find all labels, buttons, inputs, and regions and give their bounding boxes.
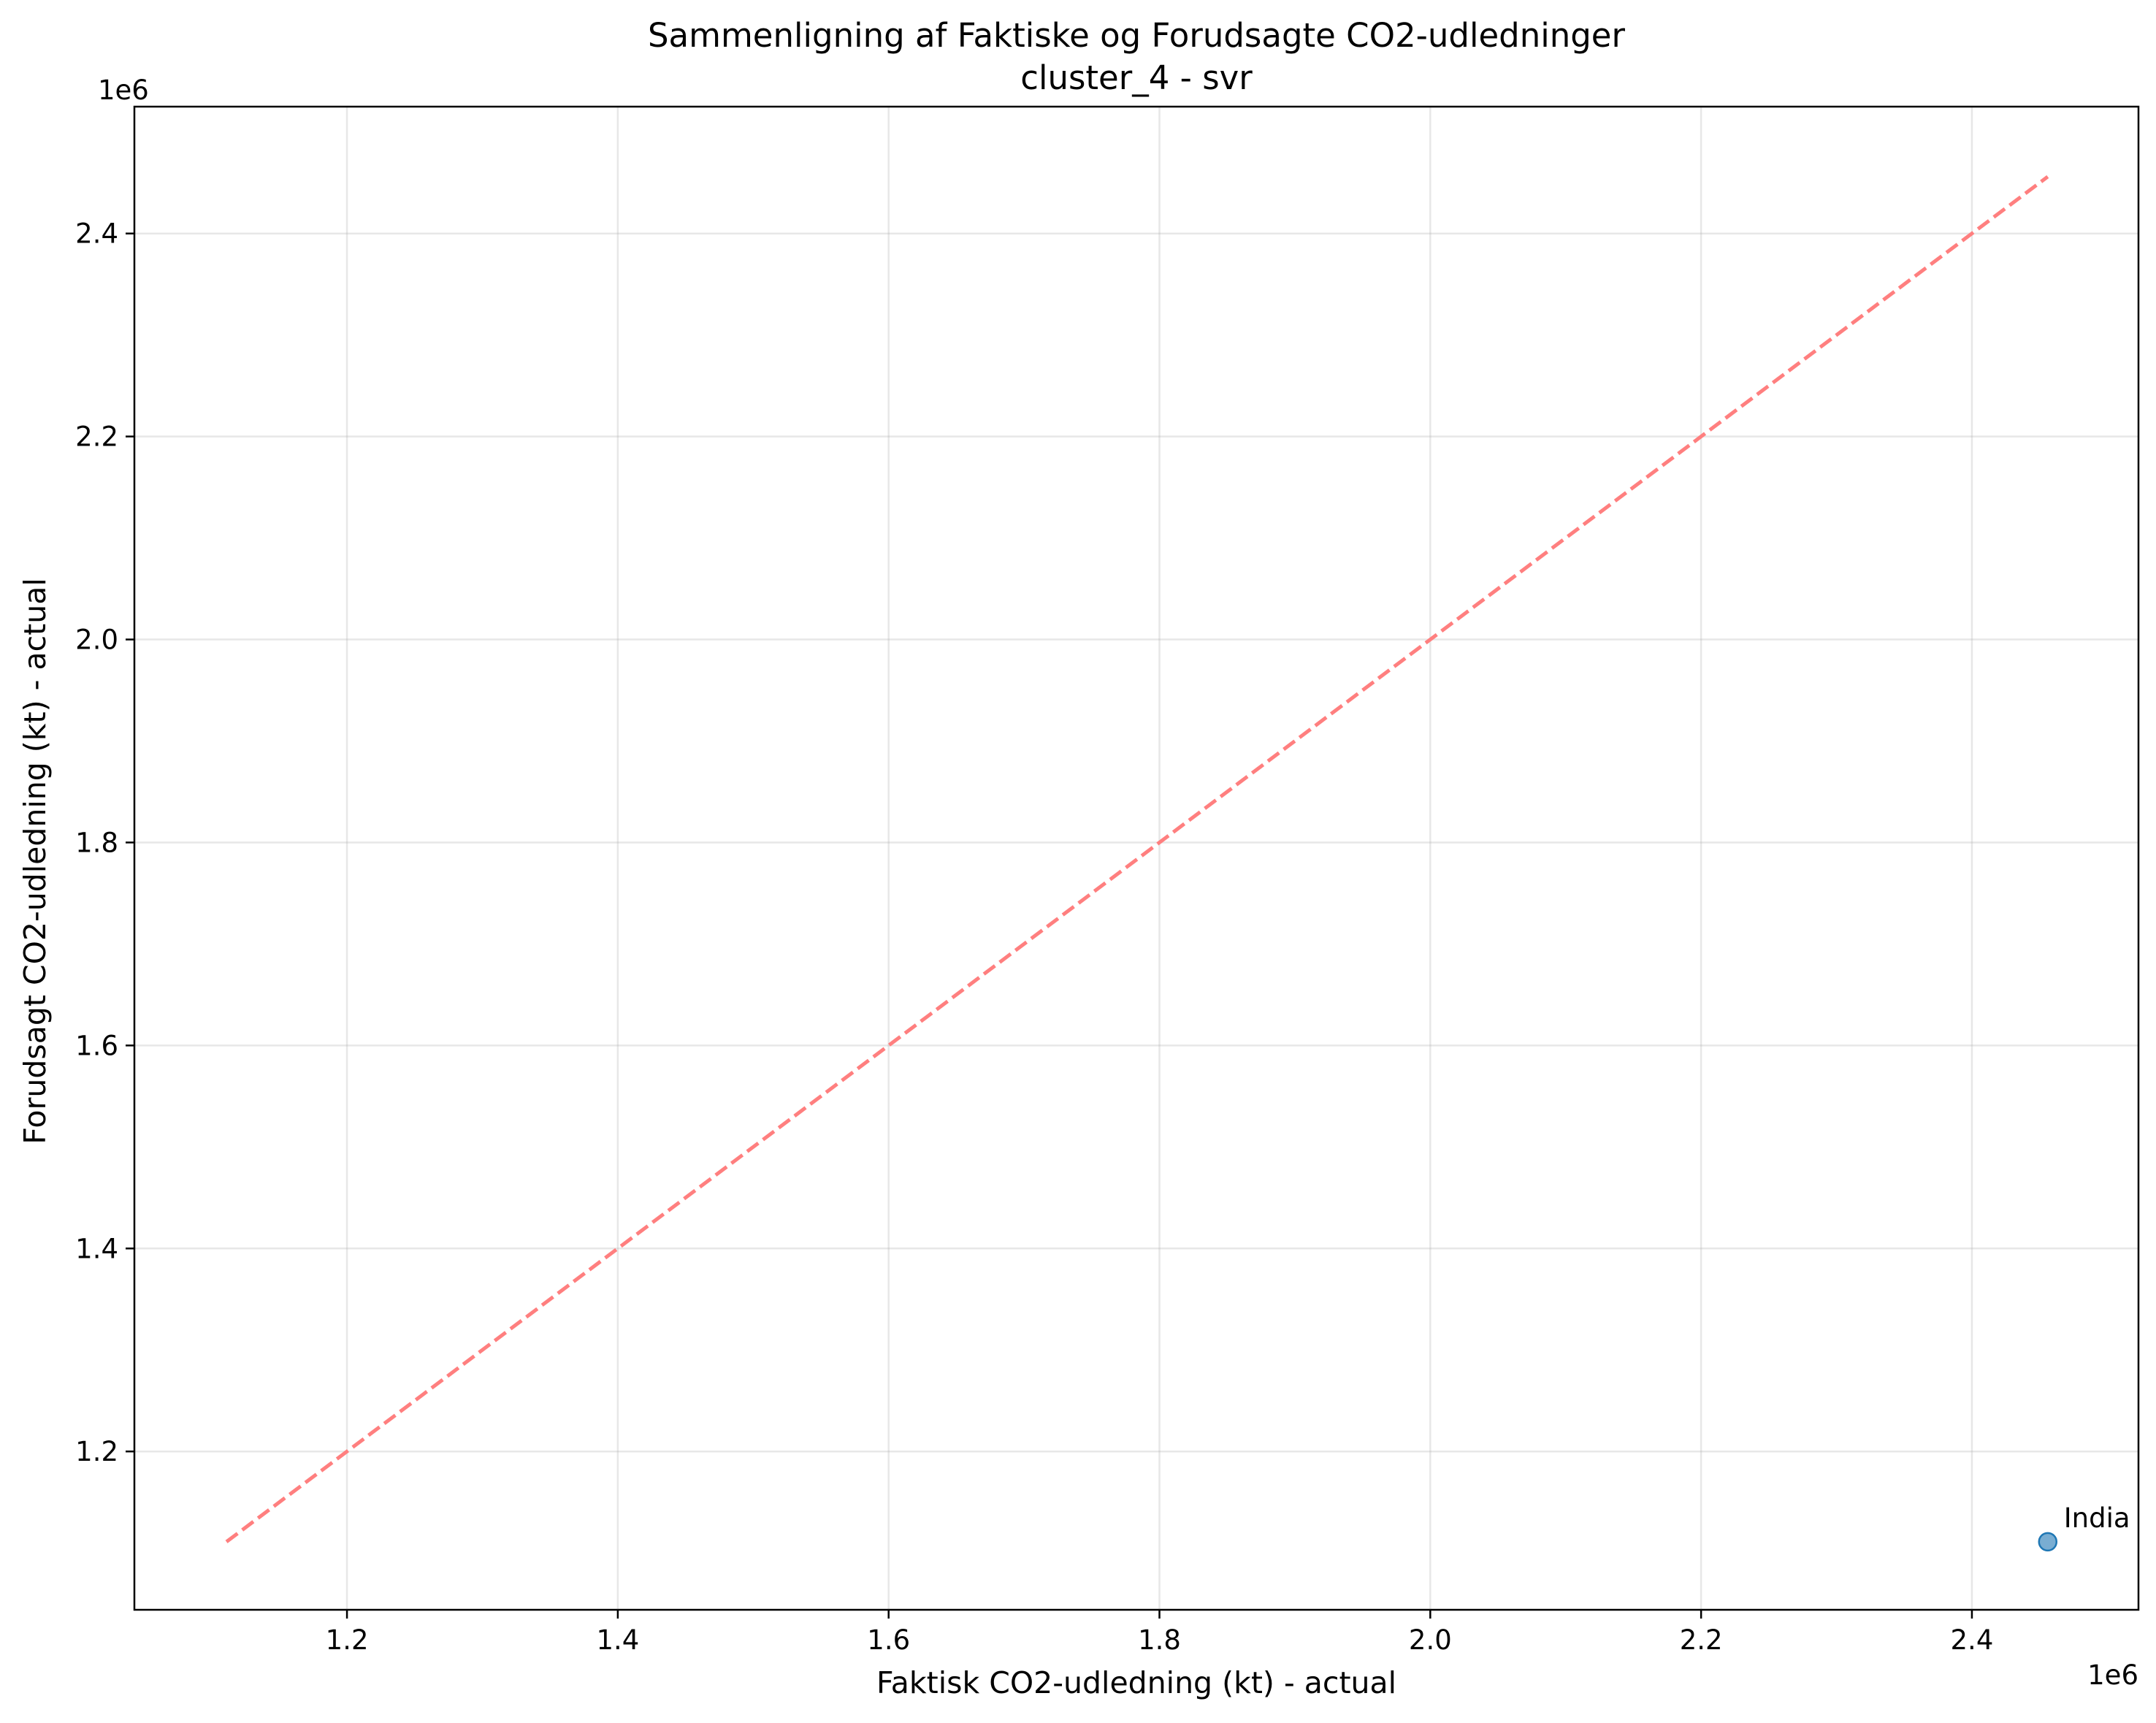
perfect-prediction-line: [225, 175, 2049, 1543]
x-tick-label: 1.6: [867, 1624, 910, 1656]
y-tick-label: 2.4: [75, 218, 118, 250]
chart-title: Sammenligning af Faktiske og Forudsagte …: [648, 16, 1626, 55]
y-tick-label: 1.4: [75, 1233, 118, 1264]
x-tick-label: 1.2: [326, 1624, 369, 1656]
x-tick-label: 2.4: [1951, 1624, 1994, 1656]
y-axis-offset-label: 1e6: [98, 75, 149, 106]
y-tick-label: 2.0: [75, 624, 118, 656]
data-points: India: [2038, 1502, 2130, 1552]
y-tick-label: 2.2: [75, 421, 118, 453]
y-tick-label: 1.6: [75, 1030, 118, 1061]
y-axis-label: Forudsagt CO2-udledning (kt) - actual: [18, 578, 53, 1144]
chart-subtitle: cluster_4 - svr: [1020, 58, 1253, 97]
axis-ticks: 1.2 1.4 1.6 1.8 2.0 2.2 2.4 1.2 1.4 1.6 1.8 2.0 2.2 2…: [75, 218, 1993, 1656]
x-tick-label: 2.2: [1680, 1624, 1723, 1656]
x-tick-label: 2.0: [1409, 1624, 1452, 1656]
x-axis-label: Faktisk CO2-udledning (kt) - actual: [876, 1665, 1396, 1700]
plot-area-frame: [133, 105, 2140, 1611]
x-tick-label: 1.4: [596, 1624, 639, 1656]
x-tick-label: 1.8: [1138, 1624, 1181, 1656]
y-tick-label: 1.2: [75, 1436, 118, 1467]
point-annotation: India: [2064, 1502, 2130, 1534]
grid: [134, 107, 2138, 1610]
y-tick-label: 1.8: [75, 827, 118, 858]
scatter-point: [2038, 1532, 2058, 1552]
x-axis-offset-label: 1e6: [2087, 1659, 2138, 1691]
reference-line-layer: [225, 175, 2049, 1543]
